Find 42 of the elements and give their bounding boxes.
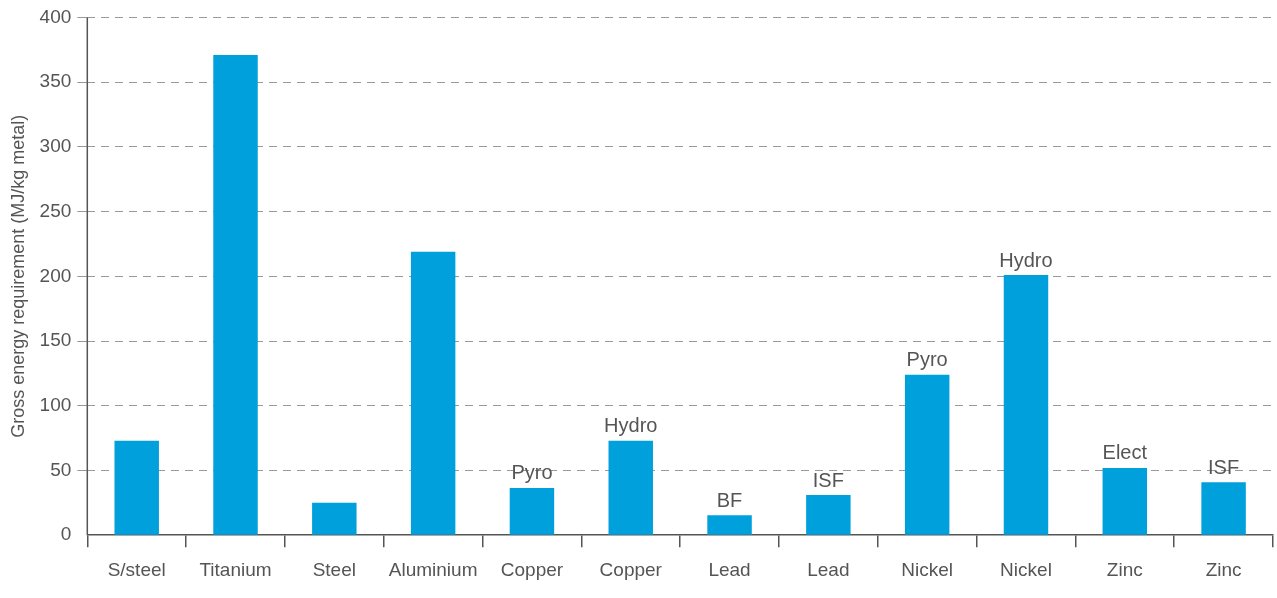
x-tick-label: Zinc — [1205, 558, 1242, 580]
x-tick-label: S/steel — [107, 558, 166, 580]
data-label: ISF — [812, 468, 844, 491]
y-tick-label: 300 — [39, 135, 72, 157]
x-tick-label: Steel — [312, 558, 356, 580]
bar — [1003, 275, 1049, 535]
bar — [410, 251, 456, 535]
data-label: ISF — [1208, 455, 1240, 478]
x-tick-label: Copper — [599, 558, 663, 580]
y-axis-title: Gross energy requirement (MJ/kg metal) — [7, 114, 28, 438]
data-label: BF — [716, 488, 743, 511]
x-tick-label: Titanium — [199, 558, 272, 580]
bar — [608, 440, 653, 535]
data-label: Hydro — [999, 248, 1053, 271]
bar — [707, 515, 752, 535]
bar — [1201, 482, 1246, 535]
data-label: Hydro — [604, 414, 658, 437]
data-label: Pyro — [511, 461, 553, 484]
x-tick-label: Aluminium — [388, 558, 478, 580]
y-tick-label: 200 — [39, 264, 72, 286]
y-tick-label: 400 — [39, 5, 72, 27]
bar — [806, 495, 851, 535]
bar — [114, 440, 159, 535]
bar — [1102, 467, 1148, 535]
y-tick-label: 100 — [39, 393, 72, 415]
y-tick-label: 150 — [39, 329, 72, 351]
bar — [509, 487, 555, 535]
bar — [904, 374, 950, 535]
x-tick-label: Lead — [807, 558, 850, 580]
data-label: Elect — [1102, 441, 1148, 464]
x-tick-label: Zinc — [1106, 558, 1143, 580]
data-label: Pyro — [906, 348, 948, 371]
x-tick-label: Copper — [500, 558, 564, 580]
y-tick-label: 250 — [39, 199, 72, 221]
y-tick-label: 350 — [39, 70, 72, 92]
y-tick-label: 0 — [60, 523, 72, 545]
bar — [312, 502, 357, 535]
x-tick-label: Nickel — [901, 558, 954, 580]
y-tick-label: 50 — [50, 458, 72, 480]
x-tick-label: Lead — [708, 558, 751, 580]
bar — [213, 54, 258, 535]
x-tick-label: Nickel — [1000, 558, 1052, 580]
